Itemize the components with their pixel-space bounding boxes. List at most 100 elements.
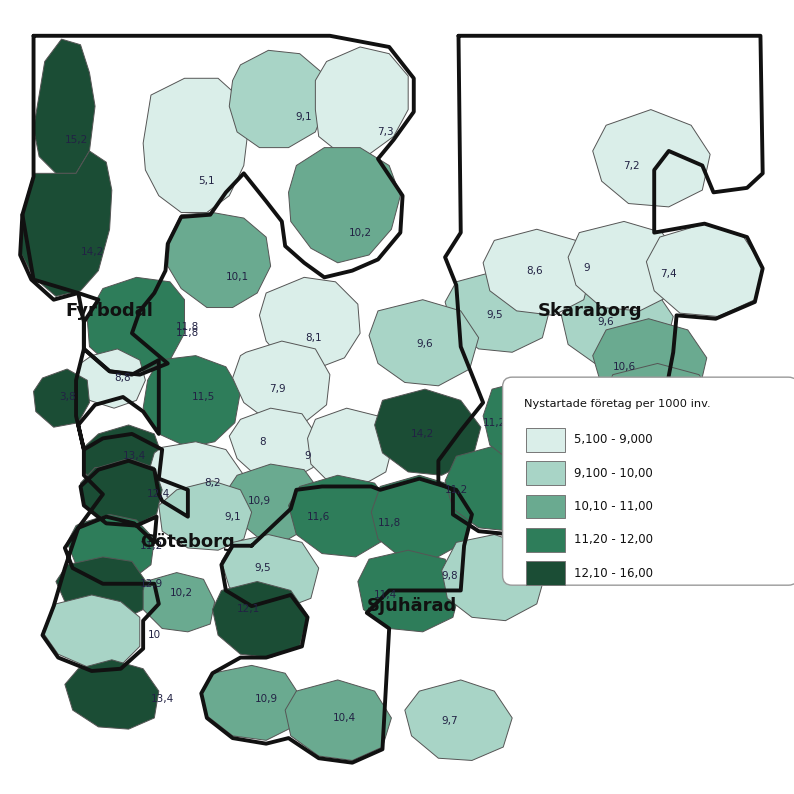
Text: 9,1: 9,1 xyxy=(296,113,313,122)
Polygon shape xyxy=(168,213,271,307)
Polygon shape xyxy=(483,378,591,468)
Text: 3,8: 3,8 xyxy=(59,392,75,402)
Polygon shape xyxy=(226,464,322,539)
Text: 10,4: 10,4 xyxy=(333,713,356,723)
Text: 10,2: 10,2 xyxy=(170,588,193,598)
Text: 10,6: 10,6 xyxy=(612,362,635,372)
Text: 11,4: 11,4 xyxy=(374,590,398,600)
Text: 10,2: 10,2 xyxy=(349,228,372,237)
Text: 10,10 - 11,00: 10,10 - 11,00 xyxy=(574,500,653,513)
Polygon shape xyxy=(33,369,90,427)
Text: 8: 8 xyxy=(260,437,266,447)
Text: 11,8: 11,8 xyxy=(176,322,199,332)
Text: Göteborg: Göteborg xyxy=(141,534,235,551)
Text: 7,3: 7,3 xyxy=(377,127,394,137)
FancyBboxPatch shape xyxy=(526,461,565,485)
Polygon shape xyxy=(67,515,154,581)
Polygon shape xyxy=(369,299,479,386)
Text: 7,9: 7,9 xyxy=(269,384,286,394)
Polygon shape xyxy=(646,224,763,317)
Text: Nystartade företag per 1000 inv.: Nystartade företag per 1000 inv. xyxy=(524,399,711,409)
Polygon shape xyxy=(307,408,394,487)
Polygon shape xyxy=(80,458,162,526)
Polygon shape xyxy=(213,581,307,657)
FancyBboxPatch shape xyxy=(526,495,565,518)
Text: Skaraborg: Skaraborg xyxy=(538,302,643,320)
Text: 8,6: 8,6 xyxy=(526,266,543,276)
Text: 9,8: 9,8 xyxy=(441,571,458,581)
Text: Fyrbodal: Fyrbodal xyxy=(66,302,153,320)
Text: 9,6: 9,6 xyxy=(417,340,434,349)
Polygon shape xyxy=(445,445,550,531)
Text: 12,4: 12,4 xyxy=(147,489,171,499)
Text: 10,3: 10,3 xyxy=(617,407,640,417)
Text: 5,1: 5,1 xyxy=(198,176,215,186)
Text: 7,4: 7,4 xyxy=(661,269,677,279)
Text: 13,4: 13,4 xyxy=(122,451,146,461)
Polygon shape xyxy=(315,47,408,154)
Text: 8,1: 8,1 xyxy=(305,333,322,343)
Text: 12,10 - 16,00: 12,10 - 16,00 xyxy=(574,567,653,580)
Polygon shape xyxy=(43,595,140,669)
Polygon shape xyxy=(20,151,112,296)
Text: 14,2: 14,2 xyxy=(411,429,434,439)
Polygon shape xyxy=(233,341,330,422)
Text: 9,7: 9,7 xyxy=(441,716,458,727)
Text: 9,5: 9,5 xyxy=(255,563,271,573)
Text: 9,1: 9,1 xyxy=(224,511,241,522)
FancyBboxPatch shape xyxy=(503,377,794,585)
Text: 11,20 - 12,00: 11,20 - 12,00 xyxy=(574,534,653,546)
Polygon shape xyxy=(229,50,326,148)
Text: 9,7: 9,7 xyxy=(529,474,545,484)
Polygon shape xyxy=(445,271,550,353)
Text: 10: 10 xyxy=(148,630,161,640)
Polygon shape xyxy=(523,430,632,517)
Polygon shape xyxy=(561,277,673,367)
Polygon shape xyxy=(592,110,710,207)
Polygon shape xyxy=(143,79,249,213)
Text: 10,9: 10,9 xyxy=(255,694,278,704)
Polygon shape xyxy=(143,572,214,632)
Text: 9,100 - 10,00: 9,100 - 10,00 xyxy=(574,467,653,480)
Polygon shape xyxy=(375,389,481,476)
Text: 13,4: 13,4 xyxy=(151,694,174,704)
Polygon shape xyxy=(65,660,159,729)
Polygon shape xyxy=(565,411,676,498)
Polygon shape xyxy=(288,476,394,557)
Polygon shape xyxy=(441,534,545,621)
Text: 11,6: 11,6 xyxy=(307,511,330,522)
Polygon shape xyxy=(285,680,391,761)
Polygon shape xyxy=(358,550,461,632)
Text: 14,2: 14,2 xyxy=(81,247,105,256)
Text: 7,9: 7,9 xyxy=(579,456,596,466)
Polygon shape xyxy=(229,408,318,481)
Text: 10,9: 10,9 xyxy=(248,496,271,506)
Text: 11,2: 11,2 xyxy=(445,485,468,495)
Polygon shape xyxy=(143,356,241,447)
Text: 11,2: 11,2 xyxy=(139,541,163,551)
Polygon shape xyxy=(159,481,252,550)
Polygon shape xyxy=(602,364,718,453)
Text: 12,1: 12,1 xyxy=(237,604,260,615)
Polygon shape xyxy=(260,277,360,369)
Polygon shape xyxy=(288,148,400,263)
Polygon shape xyxy=(372,476,472,559)
Text: 12,9: 12,9 xyxy=(139,579,163,589)
Polygon shape xyxy=(148,441,244,517)
Text: 11,5: 11,5 xyxy=(192,392,215,402)
Text: 9: 9 xyxy=(304,451,310,461)
Polygon shape xyxy=(405,680,512,761)
Text: 5,100 - 9,000: 5,100 - 9,000 xyxy=(574,434,653,446)
Polygon shape xyxy=(222,534,318,610)
Polygon shape xyxy=(76,349,145,408)
FancyBboxPatch shape xyxy=(526,528,565,552)
Text: 11,8: 11,8 xyxy=(377,518,401,528)
Text: 10,1: 10,1 xyxy=(225,272,249,283)
Text: 15,2: 15,2 xyxy=(64,135,87,145)
FancyBboxPatch shape xyxy=(526,561,565,585)
Polygon shape xyxy=(592,318,707,408)
Text: 11,2: 11,2 xyxy=(483,418,506,428)
Text: 9,5: 9,5 xyxy=(486,310,503,320)
Polygon shape xyxy=(87,277,184,372)
Polygon shape xyxy=(56,557,148,621)
